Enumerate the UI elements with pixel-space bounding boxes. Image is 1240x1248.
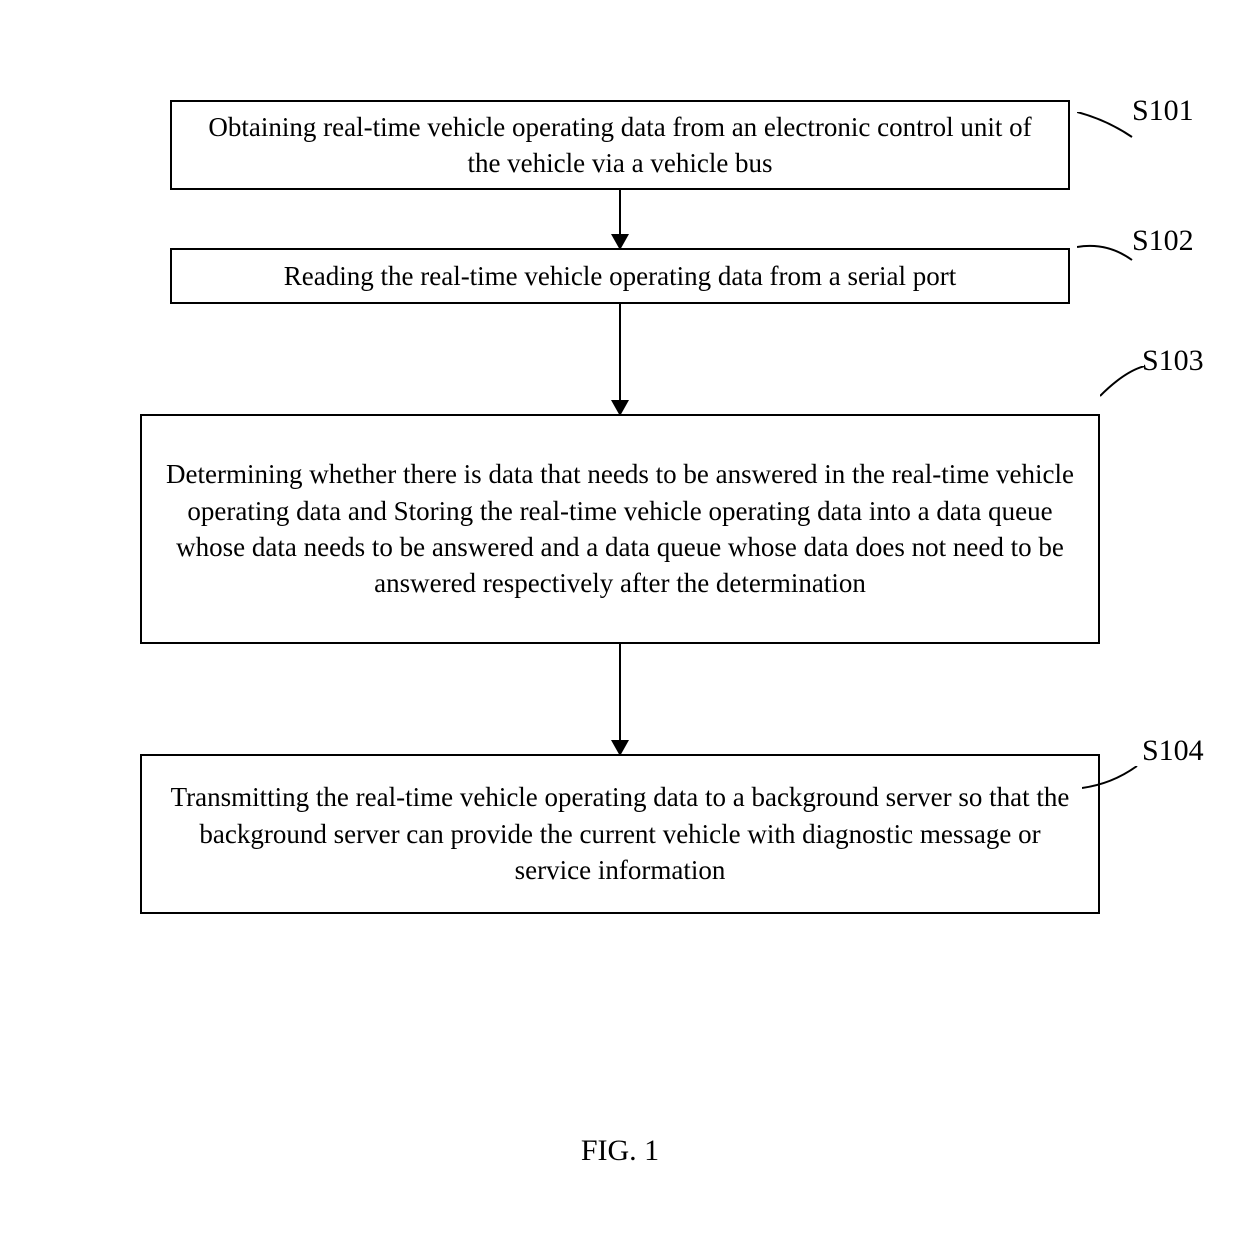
step-label-s103: S103 — [1142, 344, 1204, 378]
step-label-s102: S102 — [1132, 224, 1194, 258]
flowchart-step-s102: Reading the real-time vehicle operating … — [170, 248, 1070, 304]
callout-curve-s104 — [1082, 766, 1152, 806]
flowchart-step-s103: Determining whether there is data that n… — [140, 414, 1100, 644]
step-label-s101: S101 — [1132, 94, 1194, 128]
step-text: Determining whether there is data that n… — [162, 456, 1078, 602]
figure-caption: FIG. 1 — [581, 1134, 659, 1168]
arrow-s103-s104 — [619, 644, 621, 754]
step-label-s104: S104 — [1142, 734, 1204, 768]
flowchart-step-s101: Obtaining real-time vehicle operating da… — [170, 100, 1070, 190]
arrow-s101-s102 — [619, 190, 621, 248]
arrow-s102-s103 — [619, 304, 621, 414]
flowchart-step-s104: Transmitting the real-time vehicle opera… — [140, 754, 1100, 914]
step-text: Obtaining real-time vehicle operating da… — [192, 109, 1048, 182]
flowchart-container: Obtaining real-time vehicle operating da… — [90, 100, 1150, 914]
step-text: Reading the real-time vehicle operating … — [284, 258, 956, 294]
step-text: Transmitting the real-time vehicle opera… — [162, 779, 1078, 888]
